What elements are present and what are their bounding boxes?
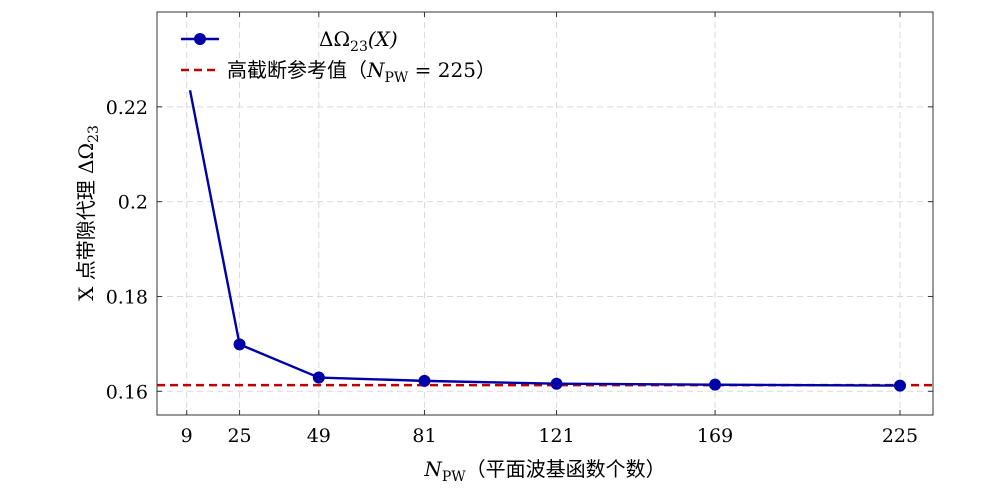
y-tick-label: 0.22 xyxy=(106,97,148,119)
legend-series-label: ΔΩ23(X) xyxy=(319,27,398,55)
y-tick-label: 0.18 xyxy=(106,286,148,308)
x-tick-label: 81 xyxy=(412,425,436,447)
data-point xyxy=(418,374,431,387)
data-point xyxy=(312,371,325,384)
legend: ΔΩ23(X) 高截断参考值（NPW = 225） xyxy=(181,27,496,86)
x-tick-label: 25 xyxy=(227,425,251,447)
x-tick-label: 121 xyxy=(538,425,574,447)
y-axis-label: X 点带隙代理 ΔΩ23 xyxy=(74,125,102,301)
data-point xyxy=(550,377,563,390)
y-tick-label: 0.16 xyxy=(106,381,148,403)
series-markers xyxy=(233,338,906,392)
ticks xyxy=(157,12,933,415)
x-tick-label: 9 xyxy=(181,425,193,447)
y-tick-labels: 0.16 0.18 0.2 0.22 xyxy=(106,97,148,403)
x-axis-label: NPW（平面波基函数个数） xyxy=(423,457,665,485)
plot-frame xyxy=(156,11,934,416)
data-point xyxy=(709,378,722,391)
x-tick-label: 169 xyxy=(697,425,733,447)
legend-series-marker xyxy=(194,33,206,45)
data-point xyxy=(233,338,246,351)
x-tick-label: 49 xyxy=(307,425,331,447)
legend-reference-label: 高截断参考值（NPW = 225） xyxy=(227,58,496,86)
series-line xyxy=(188,89,900,387)
x-tick-labels: 9 25 49 81 121 169 225 xyxy=(181,425,918,447)
x-tick-label: 225 xyxy=(882,425,918,447)
y-tick-label: 0.2 xyxy=(118,192,148,214)
data-point xyxy=(893,379,906,392)
